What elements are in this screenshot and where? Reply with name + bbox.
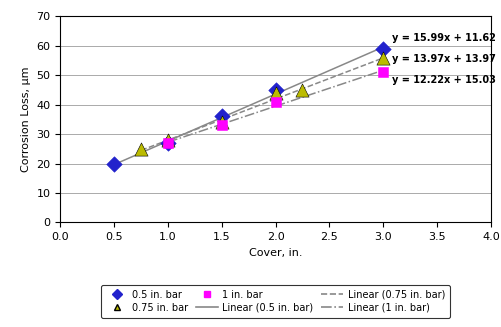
Point [272,90,280,95]
Point [137,146,145,151]
Point [164,140,172,146]
Text: y = 15.99x + 11.62: y = 15.99x + 11.62 [392,33,496,43]
X-axis label: Cover, in.: Cover, in. [249,248,302,258]
Y-axis label: Corrosion Loss, μm: Corrosion Loss, μm [21,67,31,172]
Point [164,137,172,143]
Point [217,114,225,119]
Point [379,70,387,75]
Point [272,87,280,93]
Point [164,140,172,146]
Text: y = 13.97x + 13.97: y = 13.97x + 13.97 [392,54,496,64]
Point [299,87,307,93]
Point [110,161,118,166]
Legend: 0.5 in. bar, 0.75 in. bar, 1 in. bar, Linear (0.5 in. bar), Linear (0.75 in. bar: 0.5 in. bar, 0.75 in. bar, 1 in. bar, Li… [101,285,450,318]
Point [217,123,225,128]
Point [379,46,387,51]
Point [217,120,225,125]
Point [272,99,280,104]
Point [379,55,387,60]
Text: y = 12.22x + 15.03: y = 12.22x + 15.03 [392,75,496,85]
